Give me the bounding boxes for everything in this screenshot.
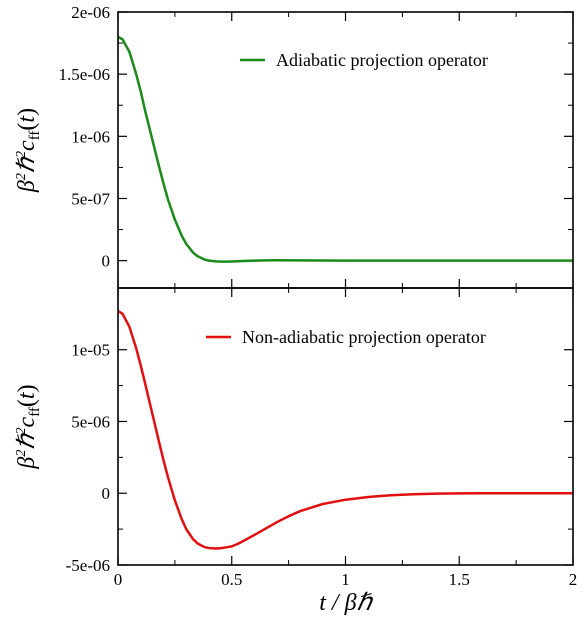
x-tick-label: 0.5 xyxy=(221,570,242,589)
x-tick-label: 1.5 xyxy=(449,570,470,589)
y-tick-label: -5e-06 xyxy=(66,556,110,575)
y-tick-label: 5e-06 xyxy=(71,412,110,431)
y-tick-label: 1e-06 xyxy=(71,127,110,146)
legend-label: Non-adiabatic projection operator xyxy=(242,327,486,347)
series-line xyxy=(117,309,573,550)
y-axis-title: β2ℏ2cff(t) xyxy=(14,108,43,193)
y-tick-label: 2e-06 xyxy=(71,3,110,22)
y-tick-label: 1.5e-06 xyxy=(59,65,110,84)
y-axis-title: β2ℏ2cff(t) xyxy=(14,384,43,469)
plot-frame xyxy=(117,287,574,566)
y-tick-label: 0 xyxy=(102,484,111,503)
panels: 0 5e-07 1e-06 1.5e-06 2e-06 Adiabatic project… xyxy=(14,3,577,616)
x-axis-title: t / βℏ xyxy=(319,590,373,616)
panel-top: 0 5e-07 1e-06 1.5e-06 2e-06 Adiabatic project… xyxy=(14,3,574,289)
x-tick-label: 0 xyxy=(114,570,123,589)
series-line xyxy=(117,35,573,263)
legend-label: Adiabatic projection operator xyxy=(276,50,488,70)
x-tick-label: 1 xyxy=(341,570,350,589)
y-tick-label: 1e-05 xyxy=(71,341,110,360)
y-tick-label: 0 xyxy=(102,252,111,271)
x-tick-label: 2 xyxy=(569,570,578,589)
y-tick-label: 5e-07 xyxy=(71,189,110,208)
